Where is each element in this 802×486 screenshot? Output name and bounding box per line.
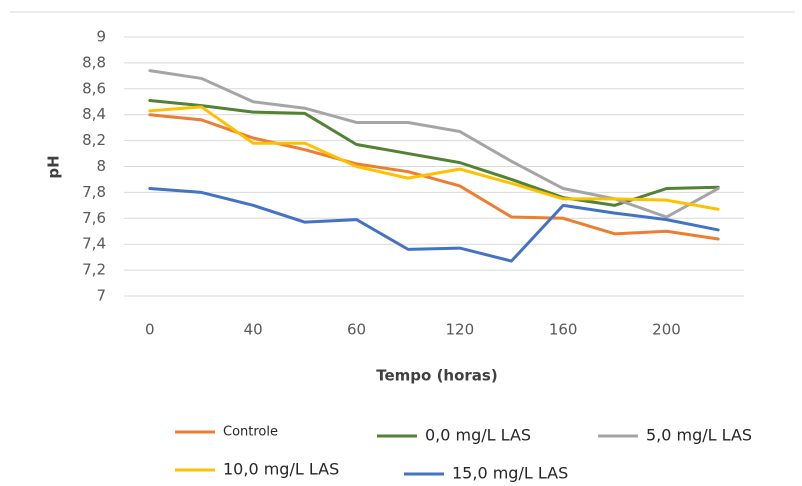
y-tick-label: 8,2 xyxy=(82,131,106,149)
series-line xyxy=(148,98,720,207)
legend-label: 0,0 mg/L LAS xyxy=(425,426,531,445)
y-tick-label: 7,2 xyxy=(82,261,106,279)
x-tick-label: 60 xyxy=(347,321,366,339)
x-tick-label: 40 xyxy=(244,321,263,339)
series-line xyxy=(148,69,720,219)
series-line xyxy=(148,187,720,263)
y-tick-label: 7,8 xyxy=(82,183,106,201)
y-tick-label: 8,8 xyxy=(82,53,106,71)
legend-label: Controle xyxy=(223,425,278,440)
y-tick-label: 8 xyxy=(96,157,106,175)
x-axis-title: Tempo (horas) xyxy=(376,367,497,385)
legend-label: 15,0 mg/L LAS xyxy=(452,464,568,483)
x-tick-label: 160 xyxy=(549,321,578,339)
x-tick-label: 0 xyxy=(145,321,155,339)
y-axis-title: pH xyxy=(45,155,63,178)
y-tick-label: 8,4 xyxy=(82,105,106,123)
series-line xyxy=(148,113,720,241)
x-tick-label: 120 xyxy=(446,321,475,339)
y-tick-label: 7 xyxy=(96,287,106,305)
series-line xyxy=(148,105,720,211)
y-tick-label: 7,4 xyxy=(82,235,106,253)
legend-label: 10,0 mg/L LAS xyxy=(223,460,339,479)
x-tick-label: 200 xyxy=(652,321,681,339)
y-tick-label: 8,6 xyxy=(82,79,106,97)
legend-label: 5,0 mg/L LAS xyxy=(646,426,752,445)
y-tick-label: 7,6 xyxy=(82,209,106,227)
y-tick-label: 9 xyxy=(96,28,106,46)
